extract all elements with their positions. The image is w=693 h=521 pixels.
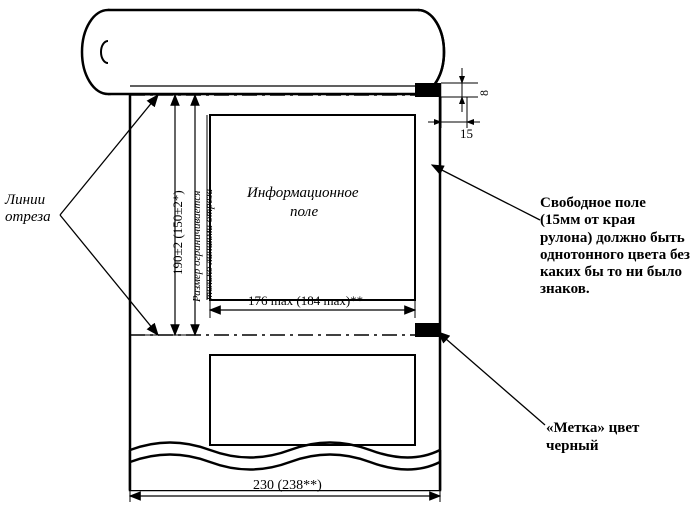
roll-body [130, 85, 440, 490]
roll-top [108, 10, 444, 94]
leader-cut-1 [60, 95, 158, 215]
leader-cut-2 [60, 215, 158, 335]
label-info-field-l2: поле [290, 204, 318, 221]
diagram-canvas: Линии отреза Информационное поле 190±2 (… [0, 0, 693, 521]
label-mark-l1: «Метка» цвет [546, 420, 639, 437]
info-field-box-2 [210, 355, 415, 445]
label-mark-l2: черный [546, 438, 598, 455]
label-info-field-l1: Информационное [247, 185, 359, 202]
label-height: 190±2 (150±2*) [171, 190, 186, 275]
leader-free-field [432, 165, 540, 220]
label-total-width: 230 (238**) [253, 478, 322, 494]
mark-lower [415, 323, 441, 337]
leader-mark [438, 332, 545, 425]
label-free-field: Свободное поле (15мм от края рулона) дол… [540, 195, 690, 299]
label-mark-w: 15 [460, 127, 473, 142]
mark-upper [415, 83, 441, 97]
label-height-note-1: Размер ограничивается [191, 191, 204, 302]
label-mark-h: 8 [478, 90, 492, 96]
label-cut-lines: Линии отреза [5, 192, 65, 227]
label-inside-width: 176 max (184 max)** [248, 294, 363, 309]
label-height-note-2: только линиями отреза [203, 189, 216, 300]
